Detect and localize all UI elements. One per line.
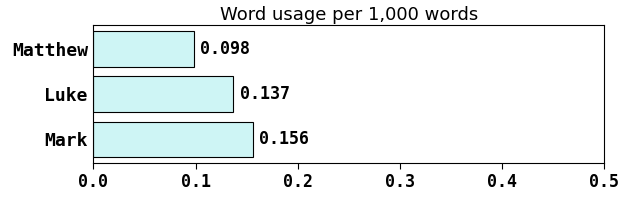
Title: Word usage per 1,000 words: Word usage per 1,000 words (220, 5, 478, 24)
Bar (93, 122, 253, 157)
Text: 0.156: 0.156 (259, 130, 309, 148)
Bar (93, 76, 234, 112)
Text: 0.137: 0.137 (240, 85, 290, 103)
Text: 0.098: 0.098 (200, 40, 250, 58)
Bar (93, 31, 194, 66)
